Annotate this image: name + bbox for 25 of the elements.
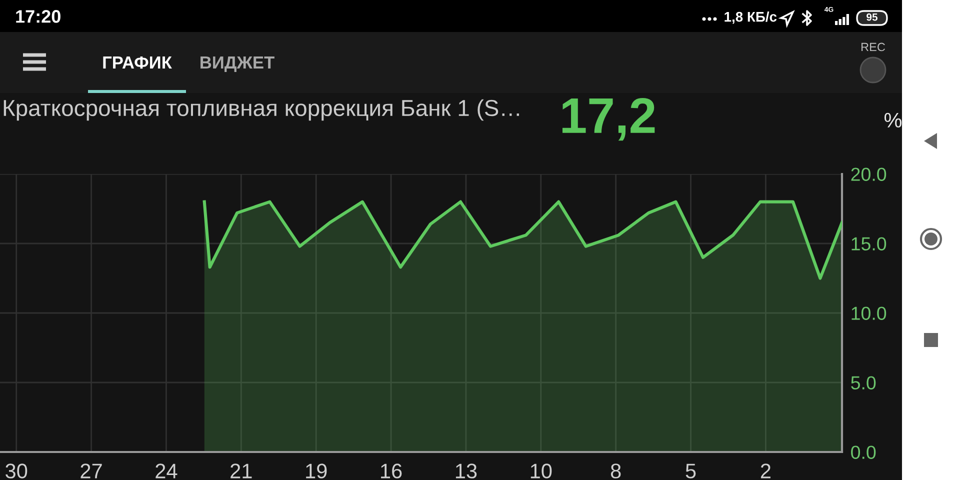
x-tick-label: 19 <box>306 464 327 478</box>
x-tick-label: 8 <box>610 464 621 478</box>
x-tick-label: 5 <box>686 464 696 478</box>
text: 17:20 <box>16 10 60 23</box>
text: 95 <box>866 13 878 21</box>
y-tick-label: 15.0 <box>852 237 886 250</box>
chart-title: Краткосрочная топливная коррекция Банк 1 (S… <box>4 99 519 121</box>
x-tick-label: 2 <box>760 464 770 478</box>
y-tick-label: 5.0 <box>851 376 876 390</box>
x-tick-label: 21 <box>230 464 252 478</box>
y-axis-title: % <box>884 112 902 128</box>
x-tick-label: 10 <box>530 464 552 478</box>
text: 1,8 КБ/с <box>724 12 777 24</box>
y-tick-label: 0.0 <box>851 446 876 459</box>
x-tick-label: 27 <box>80 464 102 478</box>
x-tick-label: 16 <box>381 464 402 478</box>
x-tick-label: 30 <box>6 464 28 478</box>
text: REC <box>862 42 886 52</box>
y-tick-label: 10.0 <box>852 306 886 320</box>
x-tick-label: 13 <box>456 464 477 478</box>
text: ВИДЖЕТ <box>200 56 274 72</box>
text: 17,2 <box>562 98 655 141</box>
x-tick-label: 24 <box>156 464 178 478</box>
text: ГРАФИК <box>103 56 172 69</box>
y-tick-label: 20.0 <box>851 168 886 181</box>
